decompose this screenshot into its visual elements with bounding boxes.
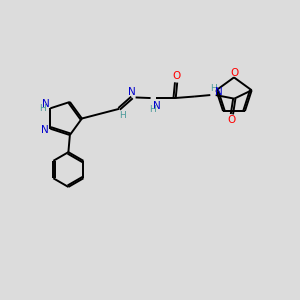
Text: O: O — [227, 115, 236, 125]
Text: H: H — [39, 104, 45, 113]
Text: H: H — [210, 84, 217, 93]
Text: N: N — [128, 87, 136, 97]
Text: N: N — [42, 99, 50, 109]
Text: O: O — [172, 71, 180, 82]
Text: H: H — [149, 105, 156, 114]
Text: N: N — [215, 87, 223, 97]
Text: O: O — [230, 68, 239, 79]
Text: H: H — [119, 111, 126, 120]
Text: N: N — [41, 125, 49, 135]
Text: N: N — [153, 100, 161, 111]
